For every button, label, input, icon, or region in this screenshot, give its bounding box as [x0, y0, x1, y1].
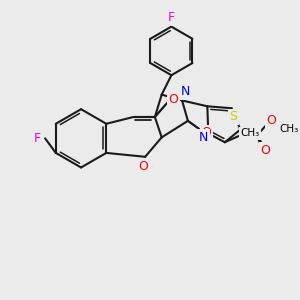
Text: O: O [168, 93, 178, 106]
Text: N: N [199, 131, 208, 144]
Text: N: N [180, 85, 190, 98]
Text: O: O [261, 143, 271, 157]
Text: CH₃: CH₃ [240, 128, 260, 139]
Text: F: F [34, 132, 41, 145]
Text: O: O [201, 126, 211, 139]
Text: CH₃: CH₃ [279, 124, 298, 134]
Text: S: S [230, 110, 238, 124]
Text: F: F [168, 11, 175, 24]
Text: O: O [266, 114, 276, 128]
Text: O: O [138, 160, 148, 173]
